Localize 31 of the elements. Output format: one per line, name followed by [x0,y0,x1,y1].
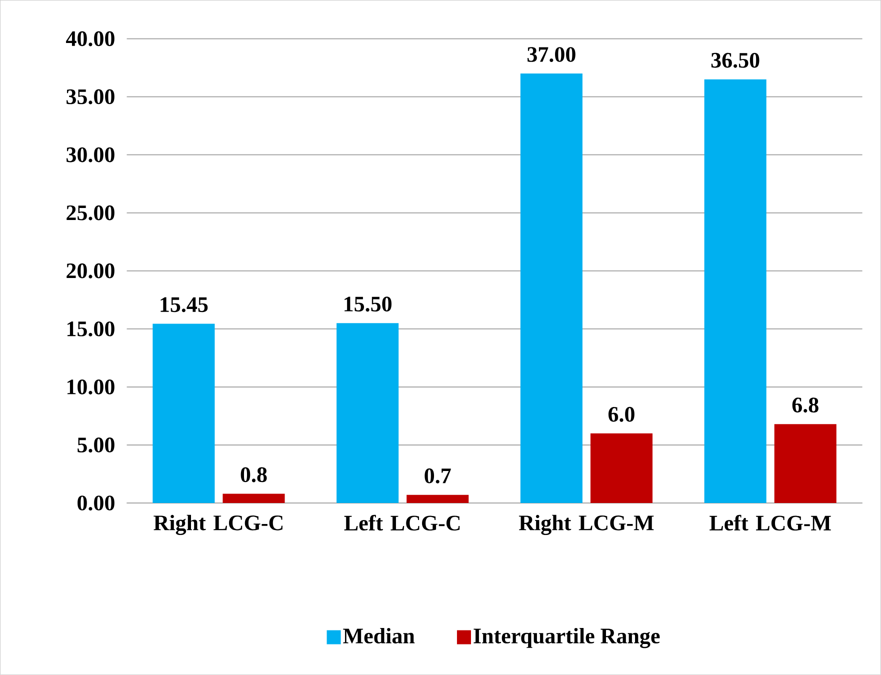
legend-label: Median [343,628,415,644]
data-label: 36.50 [711,52,760,68]
data-label: 6.0 [608,406,634,422]
bar [152,324,215,504]
y-tick-label: 15.00 [67,322,114,336]
y-tick-label: 20.00 [66,263,114,278]
y-tick-label: 35.00 [66,89,114,104]
bar [704,79,766,504]
y-tick-label: 10.00 [67,380,114,395]
y-tick-label: 5.00 [78,438,114,453]
legend-label: Interquartile Range [474,628,660,648]
y-tick-label: 25.00 [66,205,114,220]
data-label: 15.50 [344,296,392,312]
y-tick-label: 30.00 [66,147,114,162]
x-tick-label: Left LCG-C [344,514,460,531]
bar [222,494,285,504]
x-tick-label: Right LCG-C [154,514,282,536]
data-label: 0.8 [240,467,267,482]
y-tick-label: 0.00 [78,496,114,511]
x-tick-label: Right LCG-M [518,514,654,536]
bar [774,424,836,504]
bar [406,494,469,504]
x-tick-label: Left LCG-M [710,514,831,531]
data-label: 15.45 [160,297,208,312]
data-label: 37.00 [528,47,576,62]
bar [336,323,399,504]
data-label: 0.7 [424,468,451,484]
bar [520,74,582,504]
bar [590,433,653,504]
data-label: 6.8 [792,398,818,413]
y-tick-label: 40.00 [66,31,114,46]
